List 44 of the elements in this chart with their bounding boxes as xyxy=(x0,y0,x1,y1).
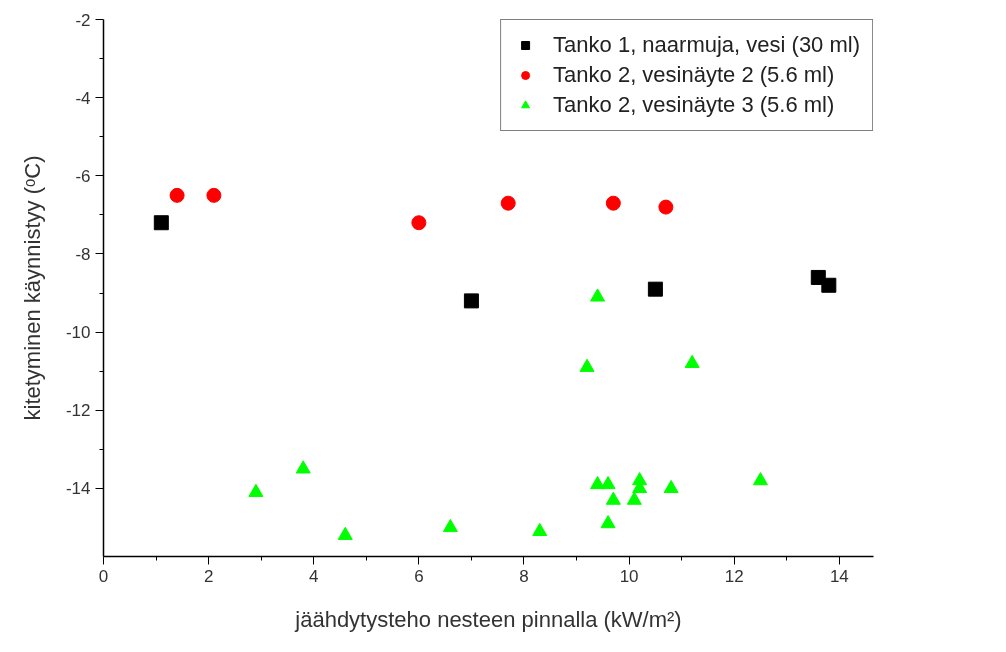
legend-label: Tanko 2, vesinäyte 2 (5.6 ml) xyxy=(553,62,835,88)
legend-label: Tanko 2, vesinäyte 3 (5.6 ml) xyxy=(553,92,835,118)
point xyxy=(579,358,595,372)
y-tick-label: -12 xyxy=(65,401,91,421)
y-tick-label: -8 xyxy=(75,245,91,264)
point xyxy=(753,472,768,486)
point xyxy=(600,515,616,529)
point xyxy=(248,483,264,497)
y-tick-label: -4 xyxy=(75,88,91,108)
x-tick-label: 0 xyxy=(98,566,109,586)
x-tick-label: 12 xyxy=(724,566,744,586)
x-tick-label: 6 xyxy=(414,566,424,586)
point xyxy=(600,476,616,490)
x-axis-title: jäähdytysteho nesteen pinnalla (kW/m²) xyxy=(294,606,682,632)
point xyxy=(411,215,427,231)
y-tick-label: -14 xyxy=(65,479,91,499)
x-tick-label: 4 xyxy=(309,566,319,586)
y-tick-label: -10 xyxy=(65,323,91,343)
x-tick-label: 14 xyxy=(829,566,849,586)
y-tick-label: -6 xyxy=(75,166,91,186)
point xyxy=(169,187,185,203)
point xyxy=(206,187,222,203)
point xyxy=(605,491,621,505)
point xyxy=(590,288,606,302)
point xyxy=(605,195,621,211)
point xyxy=(463,293,479,309)
point xyxy=(153,215,169,231)
y-axis-title: kitetyminen käynnistyy (ᵒC) xyxy=(19,155,45,421)
point xyxy=(337,526,353,540)
x-tick-label: 8 xyxy=(519,566,529,586)
point xyxy=(663,479,679,494)
point xyxy=(442,519,458,533)
legend-label: Tanko 1, naarmuja, vesi (30 ml) xyxy=(553,32,860,58)
point xyxy=(532,522,548,537)
point xyxy=(821,277,837,293)
point xyxy=(626,491,642,505)
y-tick-label: -2 xyxy=(75,10,91,30)
x-tick-label: 2 xyxy=(203,566,214,586)
x-tick-label: 10 xyxy=(619,566,639,586)
point xyxy=(647,281,663,297)
point xyxy=(500,195,516,211)
point xyxy=(658,199,674,215)
point xyxy=(295,460,311,474)
point xyxy=(684,354,700,368)
